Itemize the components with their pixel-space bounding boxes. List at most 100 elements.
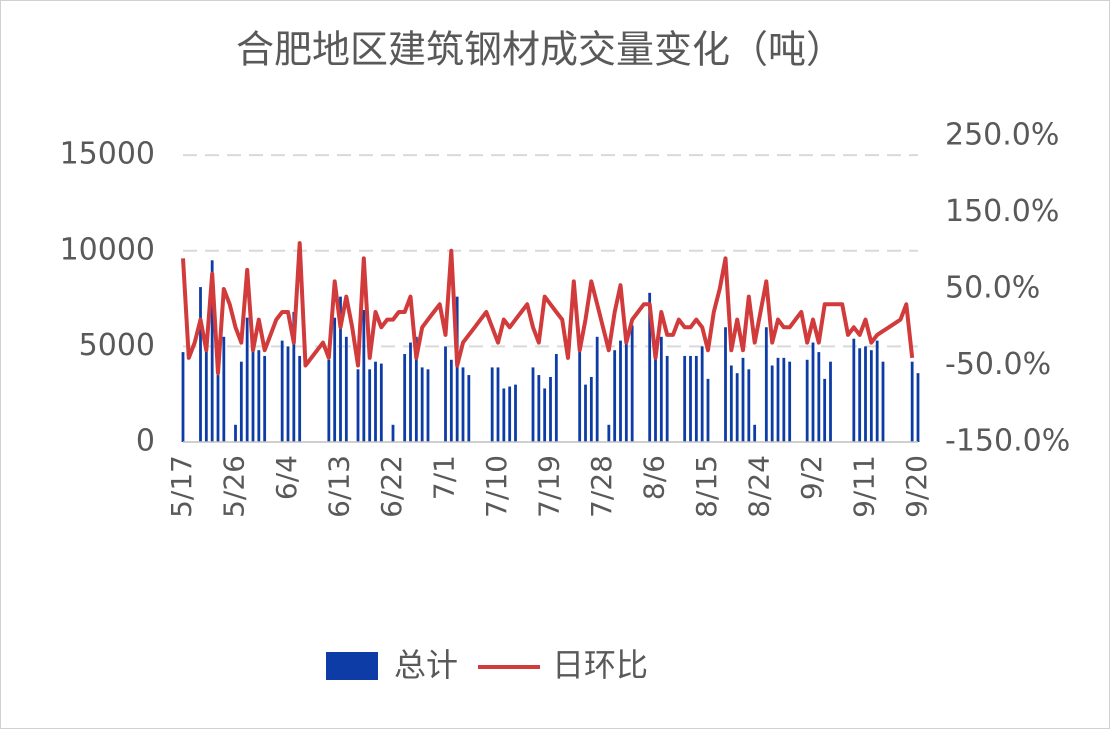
bar [327,359,331,442]
bar [467,375,471,442]
bar [263,355,267,442]
bar [630,325,634,442]
bar [239,361,243,442]
x-tick-label: 7/28 [585,455,618,518]
bar [333,317,337,442]
x-tick-label: 8/15 [690,455,723,518]
bar [589,376,593,442]
bar [747,369,751,442]
bar [916,373,920,442]
bar [700,346,704,442]
bar [689,355,692,442]
bar [490,367,494,442]
chart-title: 合肥地区建筑钢材成交量变化（吨） [236,28,844,72]
bar [910,361,914,442]
bar [181,352,185,442]
bar [741,357,745,442]
bar [204,346,208,442]
x-tick-label: 6/4 [270,455,303,500]
bar [368,369,372,442]
bar [694,355,698,442]
bar [298,355,302,442]
bar [257,350,261,442]
y2-tick-label: -150.0% [945,424,1070,459]
bar [706,378,710,442]
bar [379,363,383,442]
bar [403,354,407,442]
bar [280,340,284,442]
bar [514,384,517,442]
y2-tick-label: 250.0% [945,118,1059,153]
bar [805,359,809,442]
bar [683,355,687,442]
bar [613,350,617,442]
bar [753,424,757,442]
bar [869,350,873,442]
bar [852,338,856,442]
bar [543,388,547,442]
bar [286,346,290,442]
bar [444,346,447,442]
bar [729,365,733,442]
bar [881,361,885,442]
bar [665,355,669,442]
bar [654,344,657,442]
legend-label: 日环比 [552,646,648,684]
bar [210,260,214,442]
x-tick-label: 7/10 [480,455,513,518]
x-tick-label: 6/13 [323,455,356,518]
bar [624,340,628,442]
bar [788,361,792,442]
bar [782,357,786,442]
bar [595,336,599,442]
bar [578,342,582,442]
bar [449,359,453,442]
y-tick-label: 15000 [60,137,155,172]
bar [554,354,558,442]
x-tick-label: 5/17 [165,455,198,518]
bar [199,287,202,442]
bar [374,361,377,442]
x-tick-label: 5/26 [218,455,251,518]
bar [344,336,348,442]
bar [858,348,862,442]
bar [292,311,296,442]
bar [659,336,663,442]
bar [391,424,395,442]
bar [531,367,535,442]
bar [222,336,226,442]
bar [409,342,412,442]
bar [251,346,255,442]
bar [864,346,867,442]
x-tick-label: 8/6 [638,455,671,500]
bar [426,369,430,442]
bar [619,340,622,442]
y2-tick-label: -50.0% [945,347,1051,382]
bar [829,361,832,442]
bar [496,367,500,442]
bar [362,310,366,442]
bar [414,336,418,442]
x-tick-label: 9/2 [795,455,828,500]
bar [356,369,360,442]
bar [461,367,465,442]
bar [339,296,342,442]
x-tick-label: 9/11 [848,455,881,518]
bar [817,352,821,442]
bar [245,317,249,442]
bar [234,424,237,442]
bar [502,388,506,442]
bar [584,384,587,442]
bar [455,296,459,442]
y2-tick-label: 150.0% [945,194,1059,229]
bar [549,376,552,442]
bar [420,367,424,442]
bar [607,424,611,442]
line [181,241,915,376]
x-tick-label: 7/1 [428,455,461,500]
legend-swatch [326,652,378,680]
bar [776,357,780,442]
y-tick-label: 5000 [79,328,155,363]
x-tick-label: 9/20 [900,455,933,518]
